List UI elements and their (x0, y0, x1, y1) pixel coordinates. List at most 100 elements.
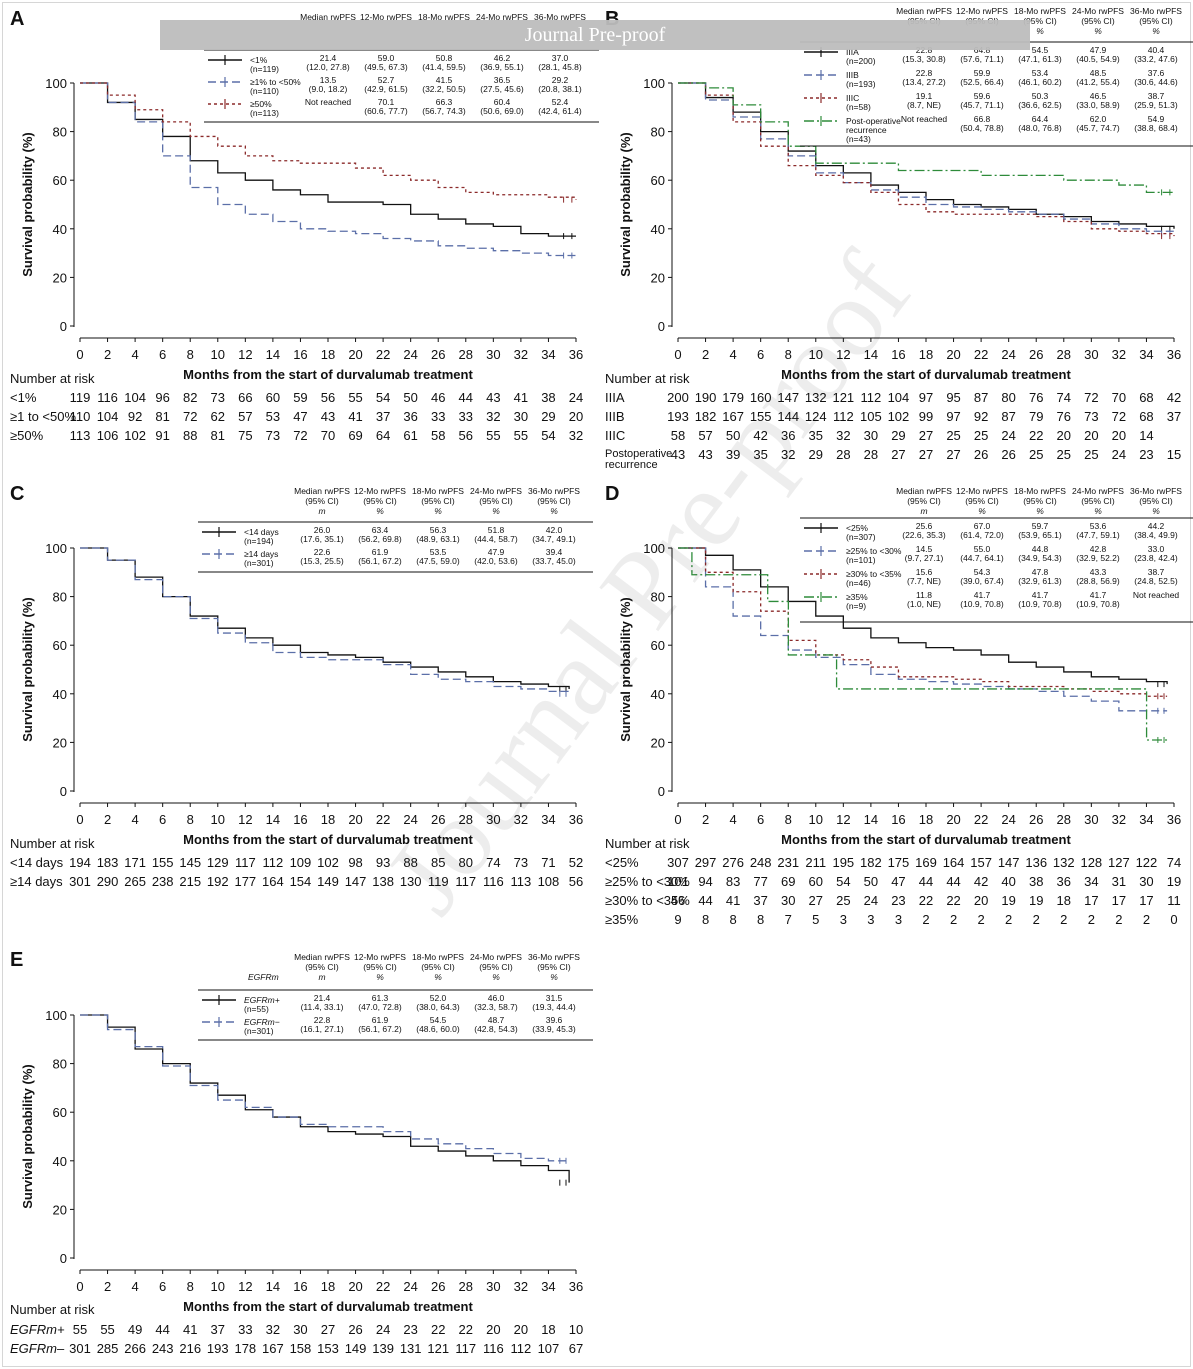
risk-count: 20 (486, 1322, 500, 1337)
table-value: 42.8 (1090, 544, 1107, 554)
risk-count: 285 (97, 1341, 119, 1356)
x-tick-label: 28 (459, 347, 473, 362)
risk-count: 127 (1108, 855, 1130, 870)
risk-count: 36 (781, 428, 795, 443)
risk-count: 30 (864, 428, 878, 443)
table-value: Not reached (1133, 590, 1180, 600)
y-tick-label: 40 (53, 1154, 67, 1169)
y-tick-label: 0 (60, 319, 67, 334)
risk-title: Number at risk (10, 371, 95, 386)
risk-count: 46 (431, 390, 445, 405)
table-value: 47.9 (488, 547, 505, 557)
table-value: 50.8 (436, 53, 453, 63)
risk-count: 36 (1057, 874, 1071, 889)
risk-count: 169 (915, 855, 937, 870)
risk-count: 55 (486, 428, 500, 443)
risk-count: 27 (946, 447, 960, 462)
table-value: 14.5 (916, 544, 933, 554)
risk-count: 32 (266, 1322, 280, 1337)
risk-count: 102 (317, 855, 339, 870)
x-tick-label: 26 (431, 812, 445, 827)
risk-count: 104 (124, 390, 146, 405)
survival-curve-3 (80, 82, 577, 200)
table-value: 46.5 (1090, 91, 1107, 101)
x-tick-label: 24 (403, 347, 417, 362)
risk-count: 167 (262, 1341, 284, 1356)
x-tick-label: 14 (266, 812, 280, 827)
table-ci: (1.0, NE) (907, 599, 941, 609)
risk-count: 73 (514, 855, 528, 870)
table-ci: (23.8, 42.4) (1134, 553, 1178, 563)
risk-count: 211 (805, 855, 826, 870)
risk-count: 32 (781, 447, 795, 462)
table-value: 22.8 (916, 45, 933, 55)
risk-count: 72 (1112, 409, 1126, 424)
risk-count: 117 (235, 855, 256, 870)
table-ci: (27.5, 45.6) (480, 84, 524, 94)
y-tick-label: 40 (651, 687, 665, 702)
risk-count: 192 (207, 874, 229, 889)
table-header-cell: 12-Mo rwPFS (956, 486, 1008, 496)
y-axis-label: Survival probability (%) (20, 1064, 35, 1208)
y-tick-label: 100 (45, 76, 67, 91)
table-ci: (36.6, 62.5) (1018, 100, 1062, 110)
risk-count: 25 (1057, 447, 1071, 462)
table-header-cell: 18-Mo rwPFS (412, 952, 464, 962)
risk-count: 55 (100, 1322, 114, 1337)
risk-count: 19 (1001, 893, 1015, 908)
x-tick-label: 24 (1001, 812, 1015, 827)
table-header-cell: 18-Mo rwPFS (412, 486, 464, 496)
table-ci: (42.9, 61.5) (364, 84, 408, 94)
risk-count: 20 (974, 893, 988, 908)
risk-count: 80 (459, 855, 473, 870)
risk-count: 131 (400, 1341, 422, 1356)
risk-count: 41 (348, 409, 362, 424)
risk-count: 67 (569, 1341, 583, 1356)
table-value: 39.6 (546, 1015, 563, 1025)
risk-count: 74 (1167, 855, 1181, 870)
y-tick-label: 80 (53, 1057, 67, 1072)
y-tick-label: 100 (45, 541, 67, 556)
x-tick-label: 2 (104, 812, 111, 827)
risk-count: 27 (321, 1322, 335, 1337)
risk-count: 117 (455, 874, 476, 889)
x-tick-label: 4 (131, 812, 138, 827)
table-header-cell: 18-Mo rwPFS (1014, 6, 1066, 16)
x-tick-label: 32 (1112, 812, 1126, 827)
x-tick-label: 22 (974, 347, 988, 362)
x-tick-label: 36 (1167, 812, 1181, 827)
risk-row-label: ≥14 days (10, 874, 63, 889)
survival-curve-1 (80, 1014, 570, 1183)
table-value: 22.8 (314, 1015, 331, 1025)
table-value: 62.0 (1090, 114, 1107, 124)
x-tick-label: 30 (1084, 347, 1098, 362)
x-tick-label: 16 (293, 1279, 307, 1294)
risk-count: 68 (1139, 409, 1153, 424)
x-tick-label: 20 (946, 347, 960, 362)
risk-count: 182 (860, 855, 882, 870)
risk-count: 22 (459, 1322, 473, 1337)
x-tick-label: 16 (293, 347, 307, 362)
risk-count: 68 (1139, 390, 1153, 405)
x-tick-label: 16 (891, 812, 905, 827)
x-tick-label: 18 (321, 1279, 335, 1294)
risk-count: 30 (514, 409, 528, 424)
risk-count: 190 (695, 390, 717, 405)
table-ci: (7.7, NE) (907, 576, 941, 586)
table-value: 61.3 (372, 993, 389, 1003)
risk-row-label: <14 days (10, 855, 64, 870)
risk-count: 22 (431, 1322, 445, 1337)
x-tick-label: 0 (674, 347, 681, 362)
table-value: 59.0 (378, 53, 395, 63)
table-unit-cell: % (376, 972, 384, 982)
table-value: Not reached (901, 114, 948, 124)
risk-count: 231 (777, 855, 799, 870)
table-ci: (34.9, 54.3) (1018, 553, 1062, 563)
table-value: 11.8 (916, 590, 932, 600)
table-subheader-cell: (95% CI) (537, 962, 571, 972)
table-ci: (45.7, 71.1) (960, 100, 1004, 110)
risk-count: 216 (179, 1341, 201, 1356)
table-header-cell: 18-Mo rwPFS (1014, 486, 1066, 496)
table-ci: (36.9, 55.1) (480, 62, 524, 72)
risk-count: 7 (785, 912, 792, 927)
